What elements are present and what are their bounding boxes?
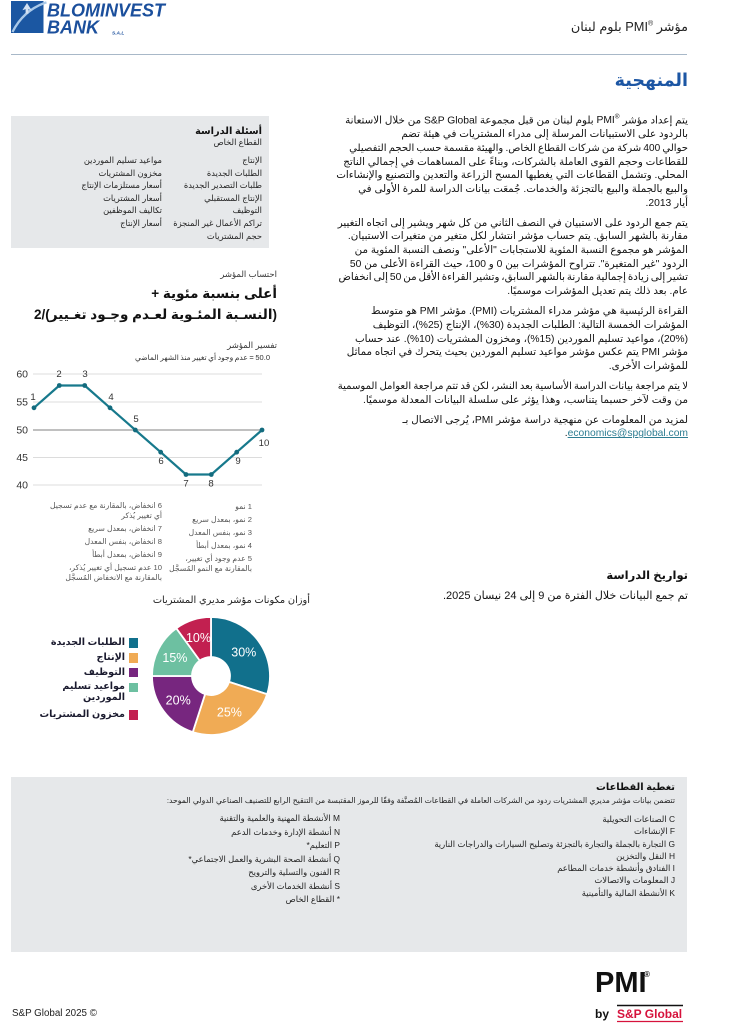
svg-text:10%: 10%: [186, 631, 211, 645]
svg-text:4: 4: [108, 392, 114, 403]
svg-text:60: 60: [16, 369, 28, 381]
svg-text:PMI: PMI: [595, 967, 647, 999]
svg-text:6: 6: [158, 456, 163, 467]
svg-text:7: 7: [183, 479, 188, 490]
svg-text:10: 10: [259, 438, 270, 449]
svg-text:30%: 30%: [231, 646, 256, 660]
svg-text:S&P Global: S&P Global: [617, 1007, 682, 1021]
svg-text:55: 55: [16, 397, 28, 409]
svg-text:3: 3: [82, 369, 87, 380]
svg-text:S.A.L: S.A.L: [112, 31, 124, 37]
svg-text:9: 9: [235, 456, 240, 467]
svg-text:2: 2: [56, 369, 61, 380]
svg-text:20%: 20%: [166, 693, 191, 707]
svg-text:45: 45: [16, 452, 28, 464]
svg-text:BLOMINVEST: BLOMINVEST: [47, 1, 167, 21]
svg-text:1: 1: [30, 392, 35, 403]
svg-text:15%: 15%: [162, 651, 187, 665]
svg-text:®: ®: [644, 970, 650, 979]
svg-text:8: 8: [208, 479, 213, 490]
svg-text:5: 5: [133, 414, 138, 425]
svg-text:BANK: BANK: [47, 18, 101, 38]
svg-text:by: by: [595, 1007, 609, 1021]
svg-text:50: 50: [16, 425, 28, 437]
svg-text:25%: 25%: [217, 706, 242, 720]
svg-text:40: 40: [16, 480, 28, 492]
